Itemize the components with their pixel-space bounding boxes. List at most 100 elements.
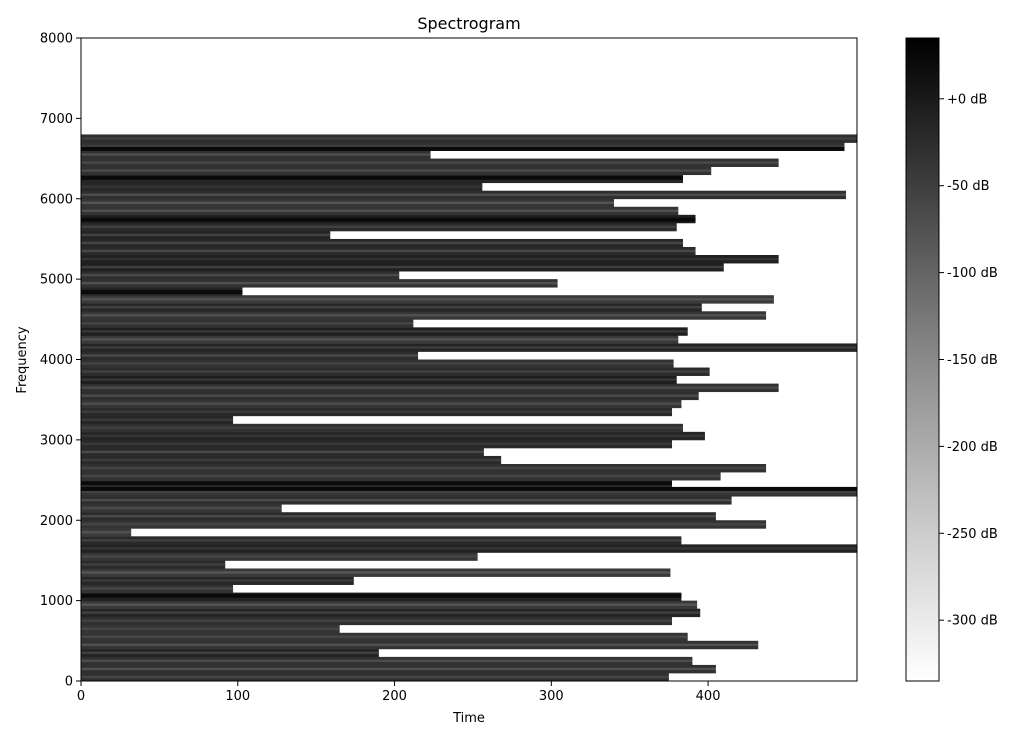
spectrogram-band-texture <box>81 265 724 269</box>
spectrogram-band-texture <box>81 249 696 253</box>
spectrogram-band-texture <box>81 193 847 196</box>
spectrogram-band-texture <box>81 378 677 381</box>
colorbar-tick-label: -100 dB <box>947 266 998 281</box>
spectrogram-band-texture <box>81 161 779 164</box>
colorbar-tick-label: -50 dB <box>947 179 990 194</box>
colorbar-tick-label: -250 dB <box>947 527 998 542</box>
spectrogram-dark-line <box>81 175 683 180</box>
y-tick-label: 3000 <box>40 433 73 448</box>
x-axis-label: Time <box>452 711 485 726</box>
x-tick-label: 300 <box>539 689 564 704</box>
spectrogram-dark-line <box>81 217 696 222</box>
spectrogram-band-texture <box>81 169 712 172</box>
spectrogram-band-texture <box>81 241 683 245</box>
y-tick-label: 2000 <box>40 514 73 529</box>
y-axis-ticks: 0 1000 2000 3000 4000 5000 6000 7000 8000 <box>40 32 81 690</box>
spectrogram-dark-line <box>81 593 682 598</box>
spectrogram-band-texture <box>81 523 767 526</box>
colorbar-tick-label: +0 dB <box>947 92 987 107</box>
spectrogram-band-texture <box>81 627 340 630</box>
spectrogram-band-texture <box>81 571 671 574</box>
spectrogram-band-texture <box>81 587 234 590</box>
spectrogram-band-texture <box>81 145 845 148</box>
colorbar-tick-label: -200 dB <box>947 440 998 455</box>
spectrogram-band-texture <box>81 322 414 325</box>
spectrogram-band-texture <box>81 201 615 204</box>
spectrogram-band-texture <box>81 233 331 237</box>
colorbar <box>905 37 940 682</box>
spectrogram-band-texture <box>81 619 673 622</box>
x-tick-label: 0 <box>77 689 85 704</box>
spectrogram-band-texture <box>81 506 282 510</box>
spectrogram-band-texture <box>81 386 779 389</box>
spectrogram-band-texture <box>81 555 478 558</box>
colorbar-tick-label: -150 dB <box>947 353 998 368</box>
spectrogram-band-texture <box>81 547 857 550</box>
spectrogram-dark-line <box>81 481 673 486</box>
spectrogram-band-texture <box>81 474 721 478</box>
spectrogram-band-texture <box>81 394 699 397</box>
y-tick-label: 8000 <box>40 32 73 47</box>
spectrogram-band-texture <box>81 498 732 502</box>
spectrogram-band-texture <box>81 651 379 655</box>
spectrogram-band-texture <box>81 490 857 494</box>
spectrogram-bands <box>81 134 857 682</box>
spectrogram-band-texture <box>81 330 688 333</box>
y-tick-label: 1000 <box>40 594 73 609</box>
spectrogram-band-texture <box>81 643 759 647</box>
y-tick-label: 4000 <box>40 353 73 368</box>
spectrogram-band-texture <box>81 137 857 140</box>
spectrogram-band-texture <box>81 314 767 317</box>
spectrogram-band-texture <box>81 675 669 679</box>
spectrogram-band-texture <box>81 458 502 462</box>
spectrogram-band-texture <box>81 579 354 582</box>
spectrogram-band-texture <box>81 410 673 413</box>
x-tick-label: 400 <box>696 689 721 704</box>
spectrogram-band-texture <box>81 515 716 518</box>
spectrogram-band-texture <box>81 362 674 365</box>
x-axis-ticks: 0 100 200 300 400 <box>77 681 721 704</box>
spectrogram-band-texture <box>81 539 682 542</box>
spectrogram-band-texture <box>81 402 682 405</box>
spectrogram-band-texture <box>81 635 688 638</box>
x-tick-label: 100 <box>225 689 250 704</box>
spectrogram-band-texture <box>81 281 558 285</box>
y-tick-label: 0 <box>65 675 73 690</box>
spectrogram-band-texture <box>81 257 779 261</box>
spectrogram-band-texture <box>81 434 705 438</box>
spectrogram-band-texture <box>81 225 677 229</box>
colorbar-ticks: +0 dB -50 dB -100 dB -150 dB -200 dB -250 dB -… <box>939 92 998 629</box>
x-tick-label: 200 <box>382 689 407 704</box>
spectrogram-band-texture <box>81 306 702 309</box>
spectrogram-band-texture <box>81 603 698 606</box>
y-tick-label: 7000 <box>40 112 73 127</box>
spectrogram-band-texture <box>81 273 400 277</box>
spectrogram-band-texture <box>81 418 234 421</box>
spectrogram-band-texture <box>81 354 419 357</box>
chart-title: Spectrogram <box>417 14 520 33</box>
colorbar-tick-label: -300 dB <box>947 614 998 629</box>
spectrogram-band-texture <box>81 563 226 566</box>
spectrogram-band-texture <box>81 298 774 301</box>
spectrogram-band-texture <box>81 209 679 213</box>
spectrogram-band-texture <box>81 611 701 614</box>
spectrogram-dark-line <box>81 289 243 294</box>
y-tick-label: 5000 <box>40 273 73 288</box>
spectrogram-band-texture <box>81 346 857 349</box>
spectrogram-band-texture <box>81 185 483 188</box>
spectrogram-band-texture <box>81 442 673 446</box>
y-axis-label: Frequency <box>15 326 30 393</box>
spectrogram-band-texture <box>81 426 683 430</box>
spectrogram-band-texture <box>81 338 679 341</box>
spectrogram-band-texture <box>81 466 767 470</box>
spectrogram-band-texture <box>81 450 484 454</box>
spectrogram-band-texture <box>81 153 431 156</box>
spectrogram-dark-line <box>81 146 845 151</box>
spectrogram-band-texture <box>81 370 710 373</box>
spectrogram-band-texture <box>81 667 716 671</box>
spectrogram-dark-line <box>81 486 857 491</box>
spectrogram-band-texture <box>81 659 693 663</box>
y-tick-label: 6000 <box>40 192 73 207</box>
